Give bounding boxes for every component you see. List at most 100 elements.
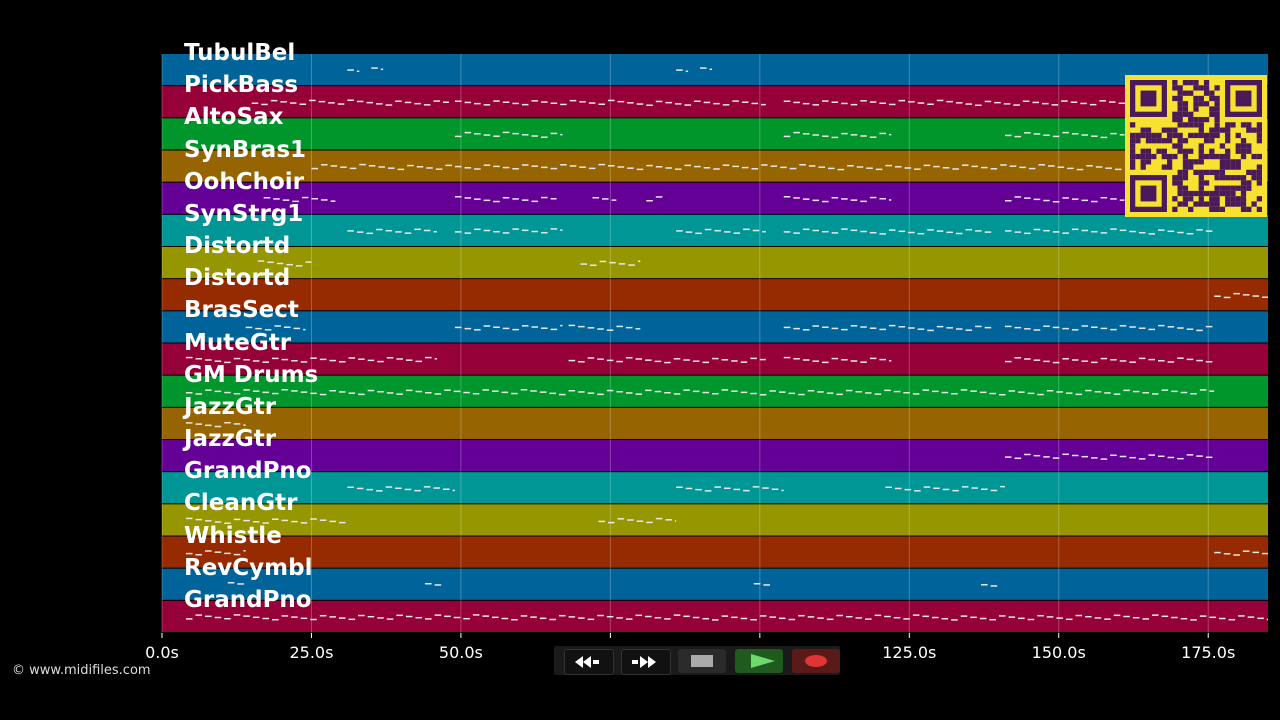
rewind-button[interactable]: [564, 649, 614, 675]
qr-module: [1188, 148, 1194, 154]
qr-module: [1214, 175, 1220, 181]
qr-module: [1219, 190, 1226, 197]
track-lane: [162, 86, 1268, 118]
qr-module: [1182, 169, 1189, 176]
qr-module: [1193, 132, 1199, 139]
qr-module: [1177, 90, 1183, 96]
qr-module: [1193, 80, 1199, 86]
time-tick-label: 125.0s: [882, 643, 937, 662]
qr-module: [1225, 196, 1231, 202]
qr-module: [1198, 153, 1204, 160]
qr-module: [1177, 85, 1183, 91]
qr-module: [1130, 122, 1136, 128]
qr-module: [1166, 132, 1173, 139]
qr-module: [1240, 122, 1247, 128]
qr-module: [1246, 143, 1252, 149]
qr-code[interactable]: [1125, 75, 1267, 217]
qr-module: [1193, 116, 1199, 123]
qr-module: [1182, 90, 1189, 96]
qr-module: [1172, 180, 1178, 186]
qr-module: [1130, 159, 1136, 165]
qr-module: [1161, 148, 1167, 154]
qr-module: [1193, 95, 1199, 102]
qr-module: [1198, 159, 1204, 165]
qr-module: [1209, 169, 1215, 176]
qr-module: [1214, 122, 1220, 128]
record-button[interactable]: [792, 649, 840, 673]
qr-module: [1203, 180, 1210, 186]
qr-module: [1235, 196, 1241, 202]
track-label: BrasSect: [184, 297, 299, 324]
qr-module: [1214, 153, 1220, 160]
qr-module: [1140, 164, 1146, 170]
qr-module: [1209, 196, 1215, 202]
qr-module: [1177, 122, 1183, 128]
qr-module: [1209, 106, 1215, 112]
qr-module: [1198, 101, 1204, 107]
qr-module: [1198, 95, 1204, 102]
play-button[interactable]: [735, 649, 783, 673]
qr-module: [1214, 116, 1220, 123]
qr-module: [1198, 116, 1204, 123]
qr-module: [1188, 111, 1194, 117]
qr-module: [1172, 175, 1178, 181]
qr-module: [1203, 116, 1210, 123]
qr-module: [1177, 95, 1183, 102]
qr-module: [1198, 143, 1204, 149]
qr-module: [1182, 201, 1189, 207]
qr-module: [1135, 153, 1141, 160]
qr-module: [1235, 148, 1241, 154]
time-tick-label: 50.0s: [438, 643, 483, 662]
qr-module: [1172, 143, 1178, 149]
qr-module: [1235, 201, 1241, 207]
qr-module: [1209, 138, 1215, 144]
qr-module: [1203, 85, 1210, 91]
qr-module: [1256, 169, 1262, 176]
qr-module: [1240, 185, 1247, 191]
qr-module: [1230, 122, 1236, 128]
qr-module: [1188, 80, 1194, 86]
qr-module: [1182, 190, 1189, 197]
qr-module: [1225, 153, 1231, 160]
qr-module: [1256, 132, 1262, 139]
qr-module: [1198, 190, 1204, 197]
qr-finder: [1235, 90, 1252, 107]
qr-module: [1188, 132, 1194, 139]
qr-module: [1130, 148, 1136, 154]
qr-module: [1251, 175, 1257, 181]
track-label: AltoSax: [184, 104, 284, 131]
qr-module: [1172, 116, 1178, 123]
qr-module: [1209, 127, 1215, 133]
qr-module: [1214, 106, 1220, 112]
qr-module: [1246, 206, 1252, 212]
qr-module: [1156, 138, 1162, 144]
qr-module: [1198, 201, 1204, 207]
qr-finder: [1140, 185, 1157, 202]
qr-module: [1161, 127, 1167, 133]
qr-module: [1203, 138, 1210, 144]
qr-module: [1240, 206, 1247, 212]
qr-module: [1198, 180, 1204, 186]
qr-module: [1214, 196, 1220, 202]
qr-module: [1219, 159, 1226, 165]
qr-module: [1246, 169, 1252, 176]
qr-module: [1209, 201, 1215, 207]
time-tick-label: 150.0s: [1031, 643, 1086, 662]
fast-forward-button[interactable]: [621, 649, 671, 675]
qr-module: [1177, 101, 1183, 107]
qr-module: [1135, 138, 1141, 144]
qr-module: [1166, 127, 1173, 133]
qr-module: [1209, 206, 1215, 212]
track-lane: [162, 279, 1268, 311]
qr-module: [1188, 159, 1194, 165]
qr-module: [1225, 132, 1231, 139]
stop-button[interactable]: [678, 649, 726, 673]
track-label: JazzGtr: [184, 426, 277, 452]
qr-module: [1219, 206, 1226, 212]
qr-module: [1235, 164, 1241, 170]
qr-module: [1182, 164, 1189, 170]
qr-module: [1240, 153, 1247, 160]
qr-module: [1177, 190, 1183, 197]
qr-module: [1198, 148, 1204, 154]
qr-module: [1246, 127, 1252, 133]
